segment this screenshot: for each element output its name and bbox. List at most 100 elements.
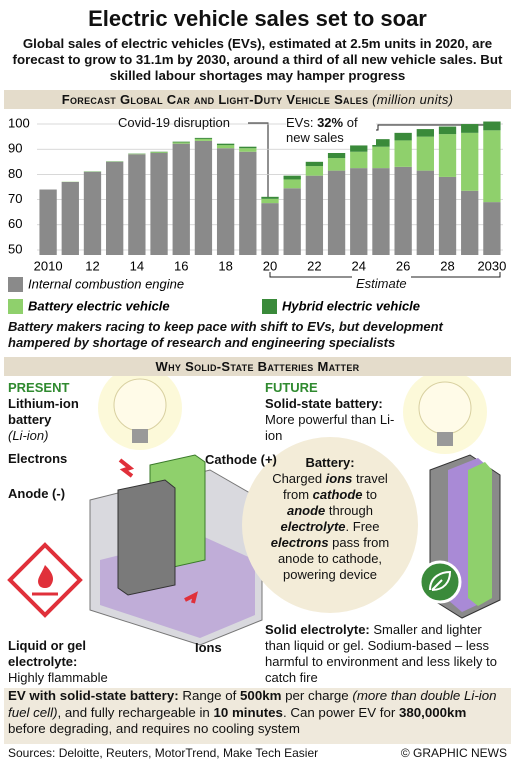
text: Smaller and lighter than liquid or gel. … <box>265 622 497 685</box>
bar-segment <box>350 168 368 255</box>
bar-segment <box>461 190 479 255</box>
bar-segment <box>394 132 412 141</box>
bar-segment <box>350 151 368 169</box>
term: 10 minutes <box>213 704 283 720</box>
term: electrolyte <box>280 519 346 534</box>
text: (more than double Li-ion fuel cell) <box>8 688 497 720</box>
x-tick-label: 18 <box>218 258 232 273</box>
y-tick-label: 70 <box>8 191 22 206</box>
bar-segment <box>261 203 279 255</box>
bar-segment <box>61 181 79 255</box>
bar-segment <box>194 138 213 141</box>
bar-segment <box>261 196 279 199</box>
text: . Can power EV for <box>282 704 399 720</box>
bar-segment <box>239 148 257 152</box>
bar-segment <box>483 130 501 203</box>
ev-note-text: of new sales <box>286 115 358 145</box>
solid-state-name: Solid-state battery: <box>265 396 383 411</box>
bar-segment <box>372 139 390 147</box>
x-tick-label: 2010 <box>34 258 63 273</box>
solid-electrolyte-text: Solid electrolyte: Smaller and lighter t… <box>265 622 510 686</box>
bar-segment <box>394 166 412 255</box>
diagram-header: Why Solid-State Batteries Matter <box>4 357 511 376</box>
bar-segment <box>416 129 434 137</box>
bar-segment <box>239 151 257 255</box>
bar-segment <box>150 153 168 255</box>
legend-label: Internal combustion engine <box>28 276 184 291</box>
legend-swatch <box>8 299 23 314</box>
y-tick-label: 80 <box>8 166 22 181</box>
covid-note: Covid-19 disruption <box>118 115 231 130</box>
term: anode <box>287 503 326 518</box>
chart-title: Forecast Global Car and Light-Duty Vehic… <box>61 92 369 107</box>
bar-segment <box>327 170 346 255</box>
bar-segment <box>416 170 434 255</box>
li-ion-name: Lithium-ion battery <box>8 396 79 427</box>
text: Range of <box>178 688 241 703</box>
electrolyte-label: Liquid or gel electrolyte: <box>8 638 86 669</box>
bar-segment <box>461 124 479 133</box>
bar-segment <box>305 166 324 176</box>
text: , and fully rechargeable in <box>57 704 214 720</box>
bar-segment <box>327 153 346 159</box>
term: electrons <box>270 535 329 550</box>
text: Charged <box>272 471 326 486</box>
bar-segment <box>261 198 279 204</box>
x-tick-label: 22 <box>307 258 321 273</box>
x-tick-label: 16 <box>174 258 188 273</box>
bar-segment <box>172 143 190 255</box>
estimate-note: Estimate <box>352 276 411 291</box>
bar-segment <box>483 202 501 255</box>
bar-segment <box>106 161 124 255</box>
text: to <box>362 487 377 502</box>
anode-label: Anode (-) <box>8 486 66 501</box>
legend-swatch <box>8 277 23 292</box>
cathode-label: Cathode (+) <box>205 452 277 467</box>
flammable-note: Highly flammable <box>8 670 108 685</box>
x-tick-label: 2030 <box>477 258 506 273</box>
x-tick-label: 12 <box>85 258 99 273</box>
text: pass from anode to cathode, powering dev… <box>277 535 390 582</box>
cathode-layer <box>468 462 492 606</box>
bar-segment <box>305 161 324 167</box>
ev-note-text: EVs: <box>286 115 318 130</box>
bar-segment <box>327 158 346 171</box>
legend-label: Battery electric vehicle <box>28 298 170 313</box>
bulb <box>418 381 472 435</box>
y-tick-label: 50 <box>8 241 22 256</box>
y-tick-label: 90 <box>8 141 22 156</box>
present-heading: PRESENT <box>8 380 70 395</box>
bar-segment <box>172 142 190 144</box>
bar-segment <box>438 176 457 255</box>
ions-label: Ions <box>195 640 222 655</box>
covid-pointer <box>248 122 269 198</box>
ev-note: EVs: 32% of new sales <box>286 115 376 145</box>
term: Solid electrolyte: <box>265 622 370 637</box>
unit-label: (million units) <box>372 92 454 107</box>
bulb <box>113 378 167 432</box>
li-ion-abbr: (Li-ion) <box>8 428 49 443</box>
bar-segment <box>283 179 301 189</box>
bar-segment <box>372 168 390 255</box>
bar-segment <box>305 175 324 255</box>
bulb-base <box>132 429 148 443</box>
electrons-label: Electrons <box>8 451 68 466</box>
y-tick-label: 100 <box>8 115 30 130</box>
battery-heading: Battery: <box>305 455 355 470</box>
bar-segment <box>416 136 434 171</box>
text: through <box>325 503 373 518</box>
bar-segment <box>39 189 57 255</box>
future-heading: FUTURE <box>265 380 318 395</box>
term: ions <box>325 471 353 486</box>
term: EV with solid-state battery: <box>8 688 179 703</box>
bar-segment <box>150 152 168 153</box>
bar-segment <box>483 121 501 131</box>
credit: © GRAPHIC NEWS <box>400 746 507 760</box>
bar-segment <box>239 146 257 149</box>
leaf <box>429 570 452 591</box>
text: before degrading, and requires no coolin… <box>8 721 300 736</box>
bar-segment <box>216 143 235 146</box>
bar-segment <box>438 134 457 177</box>
sources: Sources: Deloitte, Reuters, MotorTrend, … <box>8 746 319 760</box>
